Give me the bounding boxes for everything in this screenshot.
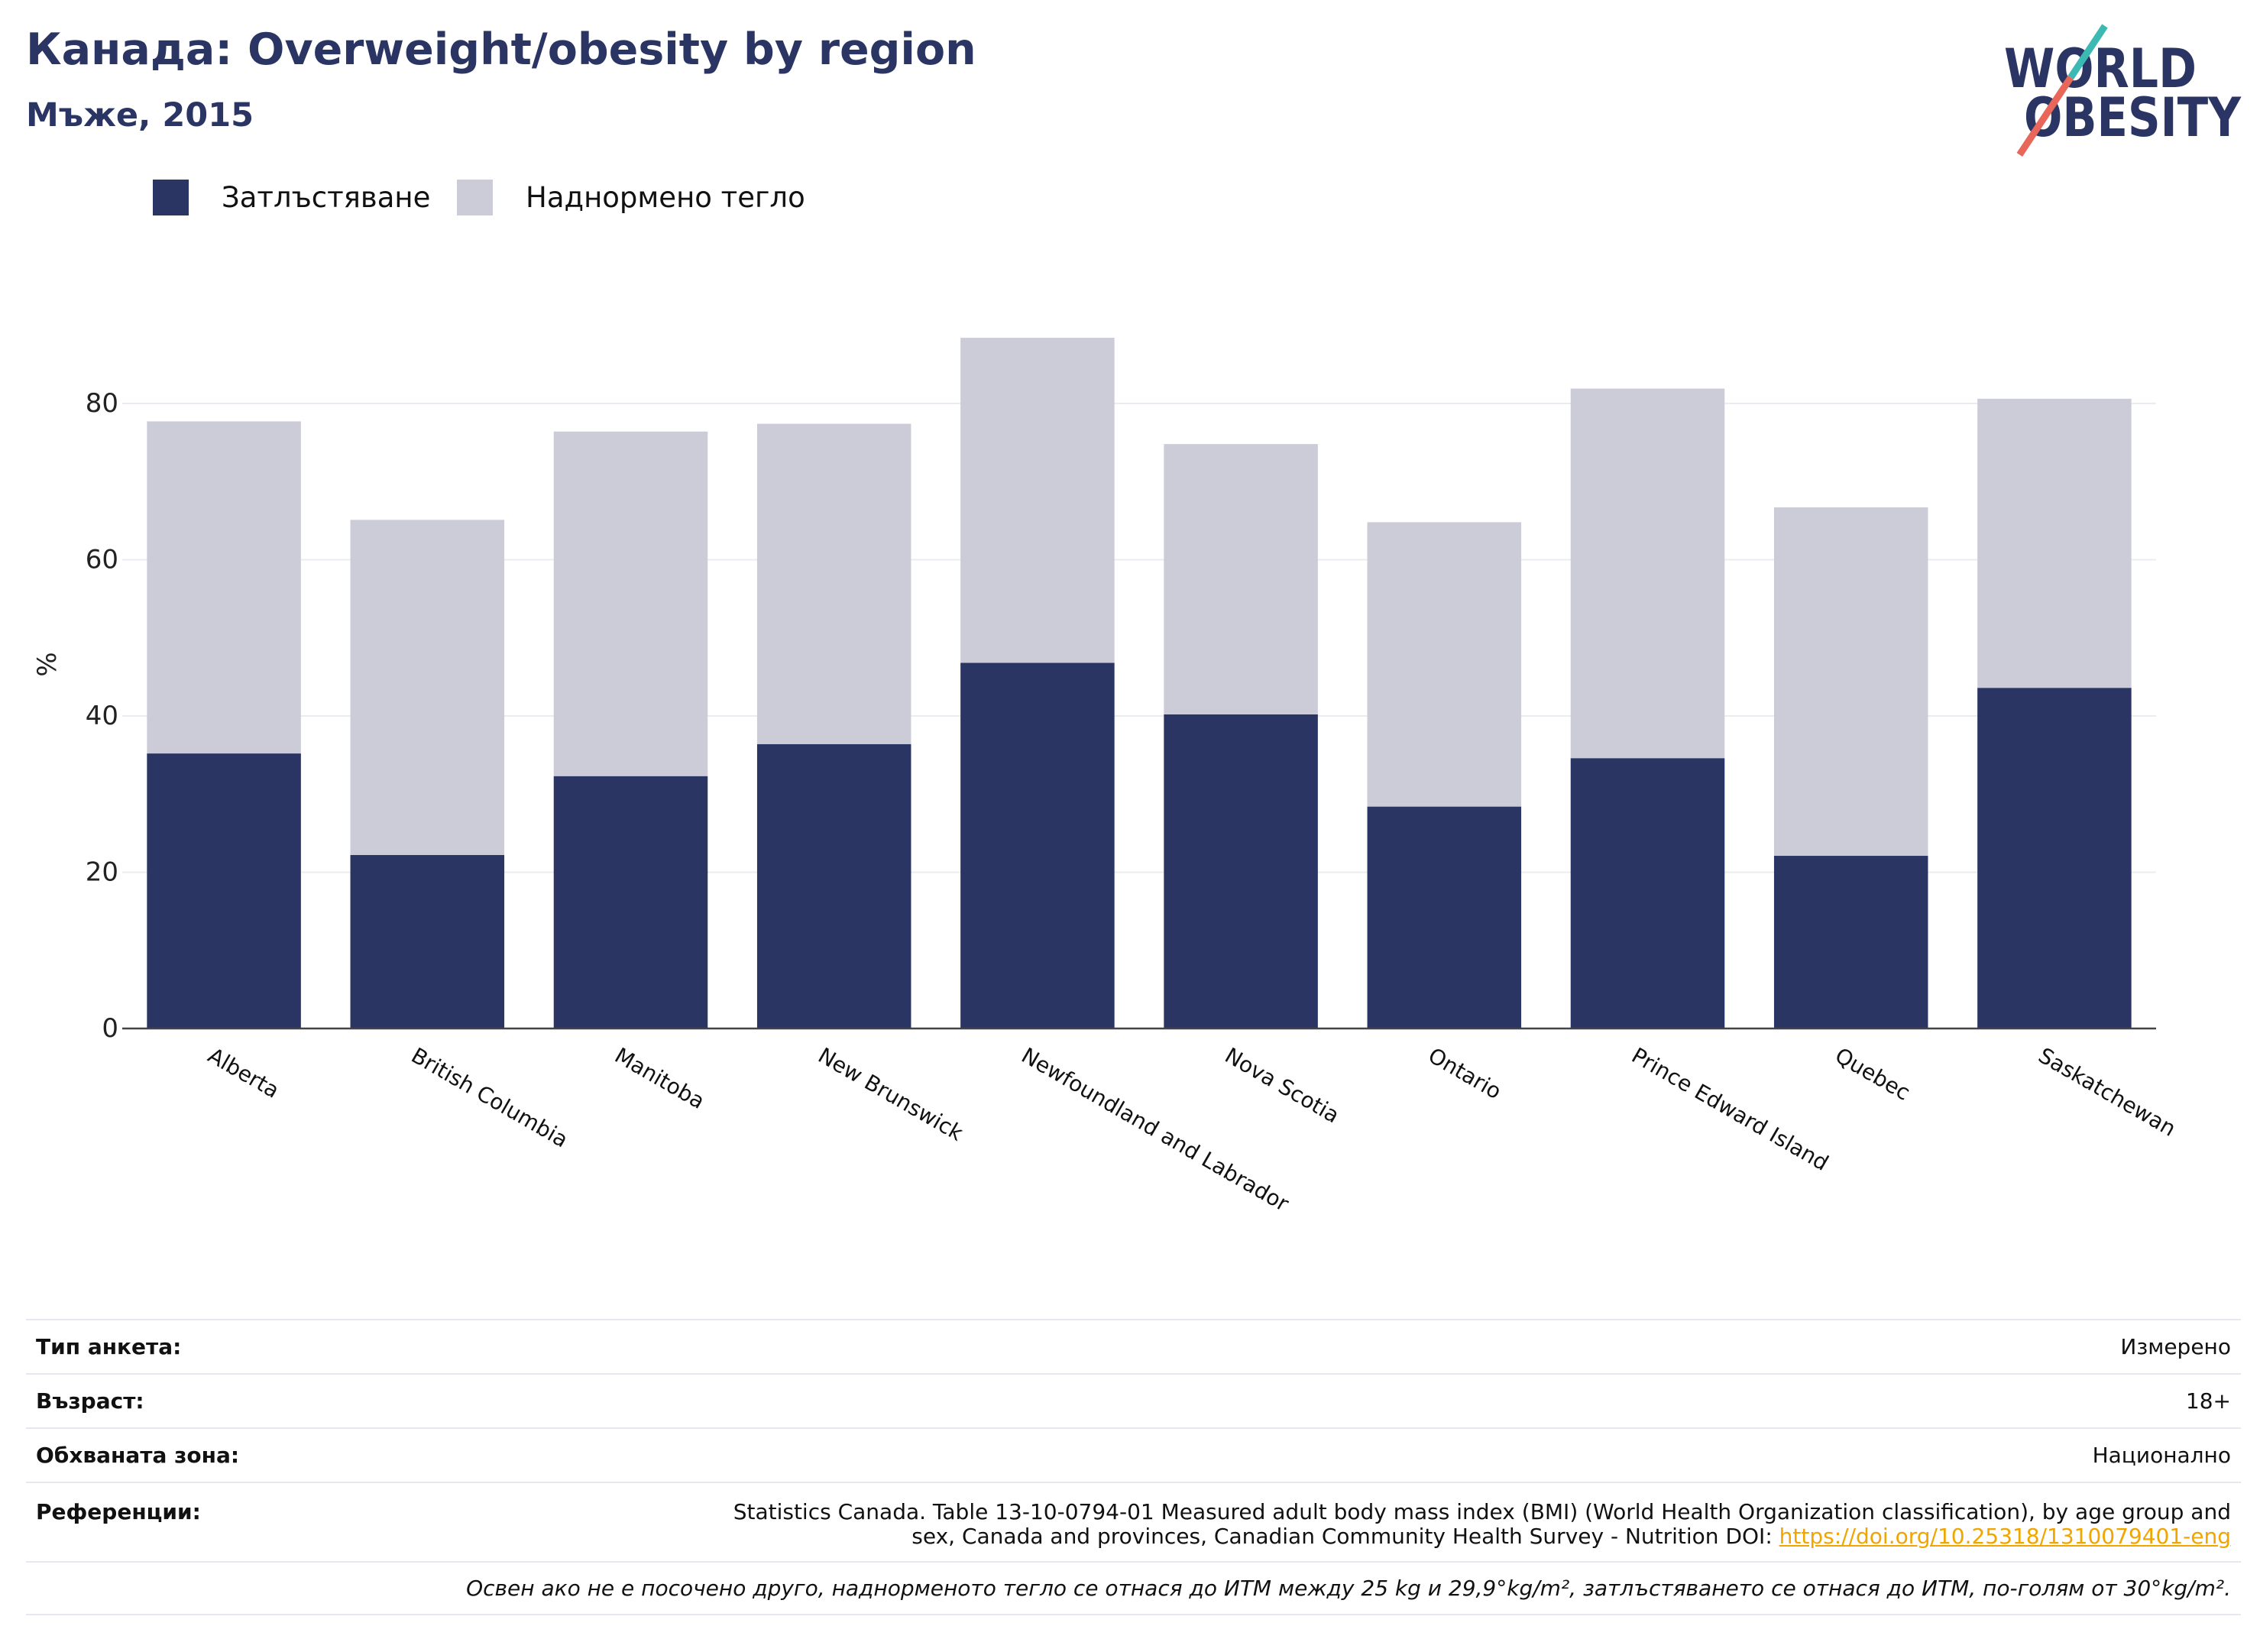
stacked-bar-chart: 0 20 40 60 80 Alberta British Columbia Manitob… xyxy=(32,338,2181,1217)
bar-overweight-alberta xyxy=(147,421,301,754)
y-tick-label-40: 40 xyxy=(86,701,118,731)
legend-label-obesity: Затлъстяване xyxy=(222,181,431,214)
bar-overweight-new-brunswick xyxy=(756,423,911,744)
x-axis-tick-labels: Alberta British Columbia Manitoba New Bruns… xyxy=(204,1043,2181,1217)
bar-overweight-saskatchewan xyxy=(1977,398,2132,688)
info-label-references: Референции: xyxy=(36,1499,201,1524)
bar-obesity-ontario xyxy=(1367,806,1522,1028)
info-label-coverage: Обхваната зона: xyxy=(36,1442,240,1468)
y-tick-label-80: 80 xyxy=(86,388,118,419)
bar-overweight-newfoundland-and-labrador xyxy=(960,338,1115,663)
x-tick-label-nova-scotia: Nova Scotia xyxy=(1221,1043,1344,1129)
x-tick-label-new-brunswick: New Brunswick xyxy=(814,1043,968,1147)
y-tick-label-20: 20 xyxy=(86,857,118,887)
chart-title: Канада: Overweight/obesity by region xyxy=(26,24,976,75)
info-value-coverage: Национално xyxy=(2092,1442,2231,1468)
info-row-references: Референции: Statistics Canada. Table 13-… xyxy=(26,1482,2241,1561)
bar-overweight-quebec xyxy=(1773,507,1928,857)
footnote-text: Освен ако не е посочено друго, наднормен… xyxy=(466,1575,2231,1601)
info-label-age: Възраст: xyxy=(36,1388,144,1414)
info-value-survey-type: Измерено xyxy=(2120,1333,2231,1359)
info-label-survey-type: Тип анкета: xyxy=(36,1333,182,1359)
x-tick-label-ontario: Ontario xyxy=(1424,1043,1506,1105)
bar-overweight-british-columbia xyxy=(350,520,505,855)
bar-obesity-alberta xyxy=(147,753,301,1028)
bar-overweight-nova-scotia xyxy=(1164,444,1318,714)
x-tick-label-manitoba: Manitoba xyxy=(610,1043,709,1115)
info-row-survey-type: Тип анкета: Измерено xyxy=(26,1319,2241,1373)
x-tick-label-prince-edward-island: Prince Edward Island xyxy=(1627,1043,1833,1176)
y-tick-label-0: 0 xyxy=(102,1013,118,1044)
references-text: Statistics Canada. Table 13-10-0794-01 M… xyxy=(733,1500,2231,1549)
info-value-age: 18+ xyxy=(2185,1388,2231,1414)
bar-obesity-newfoundland-and-labrador xyxy=(960,662,1115,1028)
bar-obesity-manitoba xyxy=(553,776,708,1028)
info-table: Тип анкета: Измерено Възраст: 18+ Обхван… xyxy=(26,1319,2241,1615)
x-tick-label-saskatchewan: Saskatchewan xyxy=(2034,1043,2180,1142)
references-line-2: sex, Canada and provinces, Canadian Comm… xyxy=(733,1524,2231,1549)
bars xyxy=(147,338,2132,1028)
legend-swatch-obesity xyxy=(153,180,189,215)
bar-obesity-british-columbia xyxy=(350,854,505,1028)
info-row-footnote: Освен ако не е посочено друго, наднормен… xyxy=(26,1561,2241,1615)
bar-overweight-prince-edward-island xyxy=(1570,388,1725,759)
logo-word-world: WORLD xyxy=(2004,37,2197,100)
legend-swatch-overweight xyxy=(457,180,493,215)
x-tick-label-british-columbia: British Columbia xyxy=(407,1043,572,1153)
x-tick-label-quebec: Quebec xyxy=(1831,1043,1915,1106)
y-axis-tick-labels: 0 20 40 60 80 xyxy=(86,388,118,1044)
info-row-age: Възраст: 18+ xyxy=(26,1373,2241,1427)
chart-subtitle: Мъже, 2015 xyxy=(26,96,254,134)
logo-slash-teal xyxy=(2067,24,2108,79)
x-tick-label-alberta: Alberta xyxy=(204,1043,283,1103)
y-axis-title: % xyxy=(32,652,63,676)
bar-obesity-nova-scotia xyxy=(1164,714,1318,1028)
y-tick-label-60: 60 xyxy=(86,544,118,575)
info-row-coverage: Обхваната зона: Национално xyxy=(26,1427,2241,1482)
legend-label-overweight: Наднормено тегло xyxy=(526,181,805,214)
legend-item-overweight: Наднормено тегло xyxy=(457,180,805,215)
bar-overweight-ontario xyxy=(1367,522,1522,807)
bar-obesity-quebec xyxy=(1773,856,1928,1028)
doi-link[interactable]: https://doi.org/10.25318/1310079401-eng xyxy=(1779,1524,2231,1549)
legend-item-obesity: Затлъстяване xyxy=(153,180,430,215)
bar-obesity-prince-edward-island xyxy=(1570,758,1725,1028)
logo-slash-coral xyxy=(2016,75,2074,157)
bar-overweight-manitoba xyxy=(553,431,708,776)
references-line-1: Statistics Canada. Table 13-10-0794-01 M… xyxy=(733,1499,2231,1524)
world-obesity-logo: WORLD OBESITY xyxy=(2004,24,2242,157)
references-line-2-text: sex, Canada and provinces, Canadian Comm… xyxy=(911,1524,1773,1549)
bar-obesity-saskatchewan xyxy=(1977,688,2132,1028)
bar-obesity-new-brunswick xyxy=(756,743,911,1028)
